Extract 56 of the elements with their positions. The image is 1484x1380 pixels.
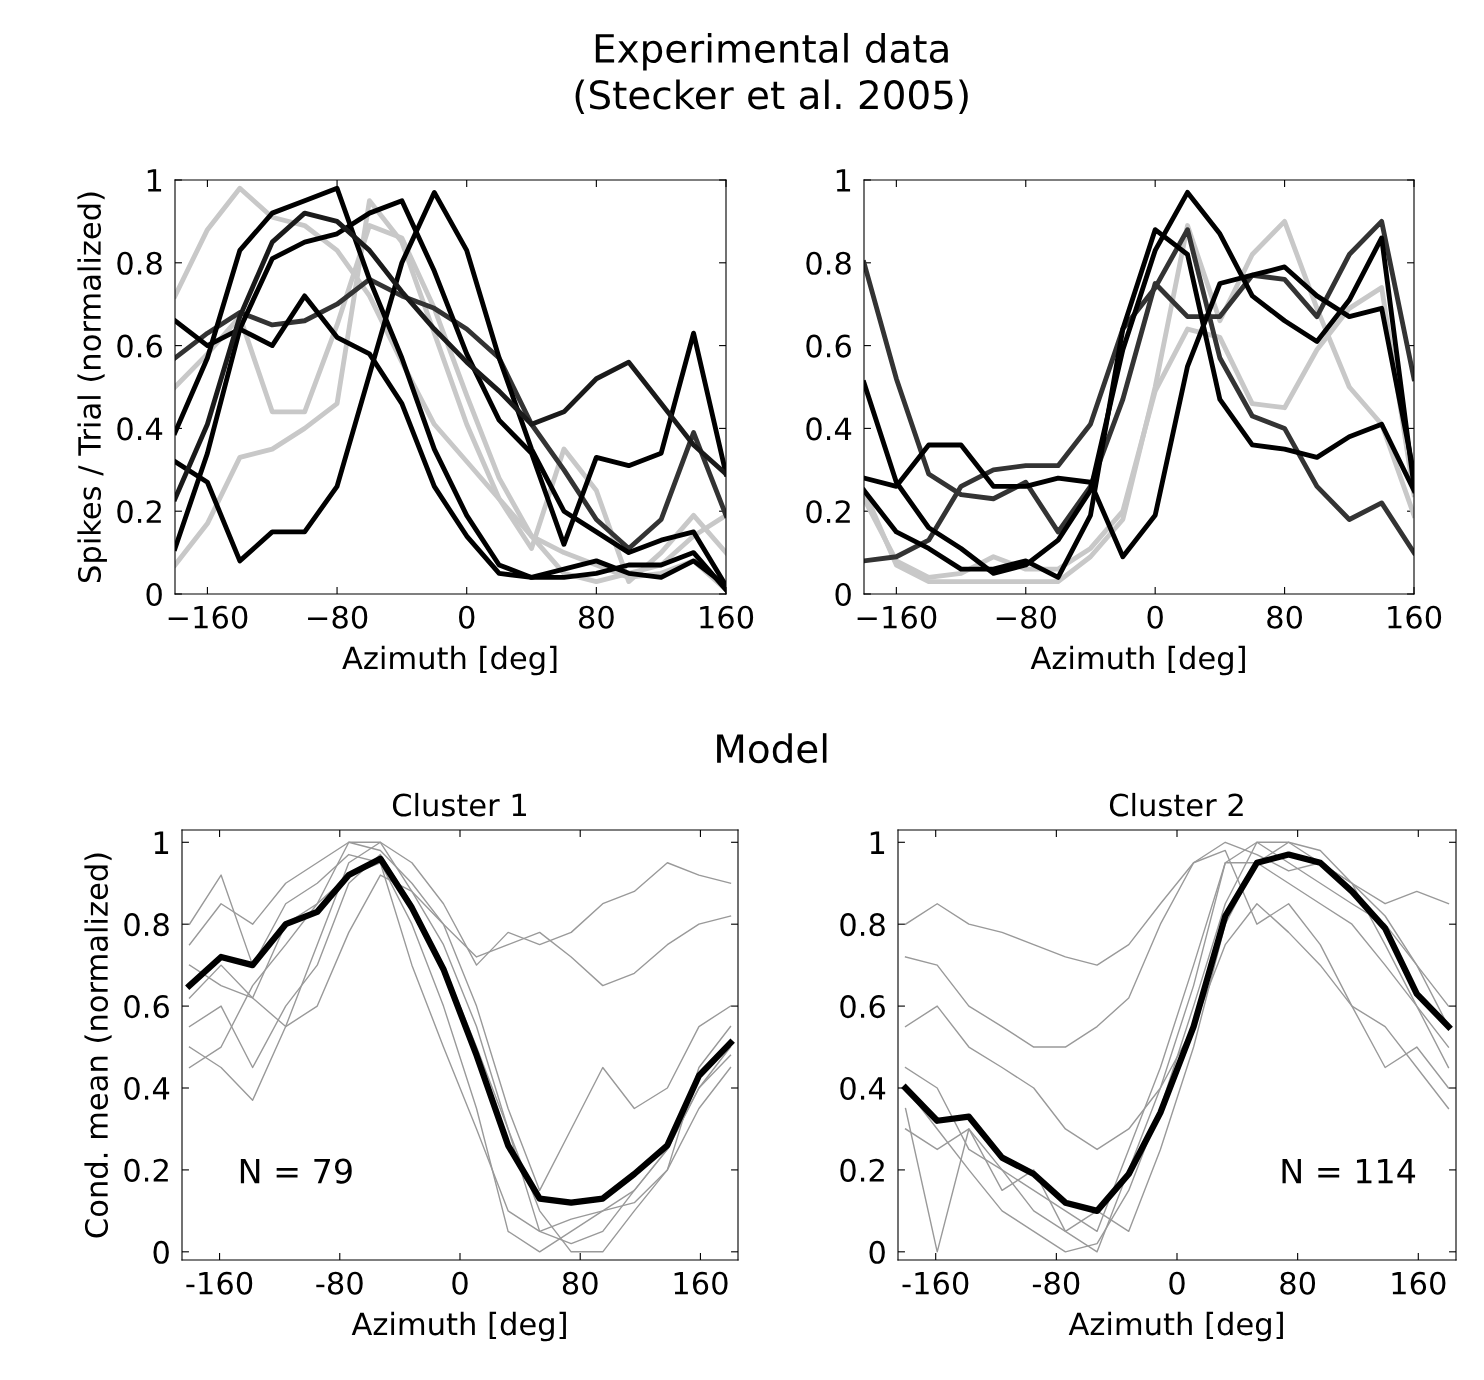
y-tick-label: 0.2 — [806, 500, 850, 524]
x-tick-label: 160 — [674, 1271, 728, 1295]
y-tick-label: 0.4 — [806, 417, 852, 441]
y-tick-label: 0.4 — [124, 1076, 170, 1101]
x-tick-label: 0 — [1147, 605, 1163, 629]
x-tick-label: 160 — [1388, 605, 1442, 629]
y-tick-label: 0.8 — [124, 913, 169, 937]
y-tick-label: 0.8 — [840, 913, 885, 937]
y-tick-label: 1 — [154, 831, 169, 854]
y-tick-label: 0.4 — [117, 417, 163, 441]
x-tick-label: −160 — [857, 605, 937, 629]
y-tick-label: 0.8 — [117, 251, 162, 275]
x-axis-title: Azimuth [deg] — [351, 1311, 566, 1342]
x-tick-label: -80 — [316, 1271, 363, 1295]
chart-title: Model — [717, 733, 827, 764]
y-tick-label: 1 — [836, 169, 851, 192]
x-tick-label: 0 — [459, 605, 475, 629]
y-tick-label: 0 — [835, 582, 851, 607]
y-tick-label: 0.6 — [124, 995, 169, 1019]
x-axis-title: Azimuth [deg] — [342, 645, 557, 676]
y-axis-title: Spikes / Trial (normalized) — [77, 192, 107, 583]
x-tick-label: -160 — [902, 1271, 969, 1295]
y-tick-label: 0.6 — [840, 995, 885, 1019]
y-tick-label: 0.8 — [806, 251, 851, 275]
annotation: N = 114 — [1282, 1158, 1416, 1184]
x-tick-label: 80 — [578, 605, 614, 629]
y-axis-title: Cond. mean (normalized) — [84, 853, 112, 1238]
y-tick-label: 0 — [153, 1240, 169, 1264]
x-tick-label: 160 — [1392, 1271, 1446, 1295]
y-tick-label: 0.6 — [806, 334, 851, 358]
y-tick-label: 0.6 — [117, 334, 162, 358]
x-axis-title: Azimuth [deg] — [1068, 1311, 1283, 1342]
y-tick-label: 1 — [147, 169, 162, 192]
x-tick-label: 0 — [1169, 1271, 1185, 1295]
y-tick-label: 0 — [869, 1240, 885, 1264]
x-tick-label: -80 — [1032, 1271, 1080, 1295]
y-tick-label: 0.2 — [124, 1158, 168, 1182]
chart-subtitle: Cluster 2 — [1109, 792, 1243, 817]
x-tick-label: 160 — [700, 605, 754, 629]
x-tick-label: 0 — [452, 1271, 468, 1295]
x-tick-label: 80 — [1267, 605, 1302, 629]
x-tick-label: −80 — [996, 605, 1056, 629]
x-axis-title: Azimuth [deg] — [1030, 645, 1245, 676]
y-tick-label: 0.2 — [840, 1158, 884, 1182]
chart-title: Experimental data (Stecker et al. 2005) — [575, 32, 968, 115]
y-tick-label: 0.2 — [117, 500, 161, 524]
x-tick-label: −80 — [308, 605, 368, 629]
y-tick-label: 0 — [146, 582, 162, 607]
chart-subtitle: Cluster 1 — [392, 792, 526, 817]
x-tick-label: 80 — [1280, 1271, 1316, 1295]
y-tick-label: 0.4 — [840, 1076, 886, 1101]
annotation: N = 79 — [240, 1158, 352, 1184]
x-tick-label: 80 — [562, 1271, 598, 1295]
x-tick-label: -160 — [186, 1271, 253, 1295]
x-tick-label: −160 — [168, 605, 248, 629]
y-tick-label: 1 — [870, 831, 885, 854]
